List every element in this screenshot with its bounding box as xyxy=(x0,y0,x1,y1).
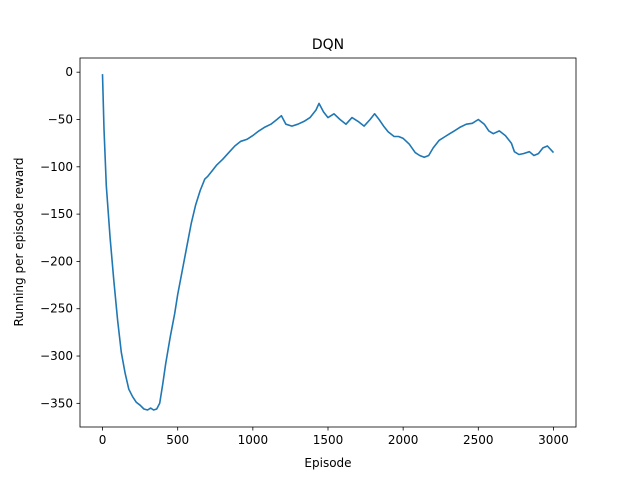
series-line xyxy=(101,74,555,411)
y-tick-label: −350 xyxy=(40,396,73,410)
y-tick-label: −150 xyxy=(40,207,73,221)
y-tick-label: −250 xyxy=(40,302,73,316)
x-tick-label: 1500 xyxy=(313,433,344,447)
y-axis-label: Running per episode reward xyxy=(12,157,26,326)
y-tick-label: −200 xyxy=(40,254,73,268)
axis-ticks: 0 500 1000 1500 2000 2500 3000 0 −50 −100 −150 −200… xyxy=(40,65,569,447)
y-tick-label: 0 xyxy=(65,65,73,79)
y-tick-label: −100 xyxy=(40,160,73,174)
x-tick-label: 2000 xyxy=(388,433,419,447)
x-tick-label: 2500 xyxy=(463,433,494,447)
x-tick-label: 500 xyxy=(166,433,189,447)
y-tick-label: −300 xyxy=(40,349,73,363)
y-tick-label: −50 xyxy=(48,113,73,127)
x-tick-label: 3000 xyxy=(538,433,569,447)
plot-area xyxy=(101,74,555,411)
x-tick-label: 0 xyxy=(99,433,107,447)
chart-title: DQN xyxy=(312,37,344,53)
axes-frame xyxy=(79,57,577,428)
x-axis-label: Episode xyxy=(304,456,351,470)
x-tick-label: 1000 xyxy=(238,433,269,447)
